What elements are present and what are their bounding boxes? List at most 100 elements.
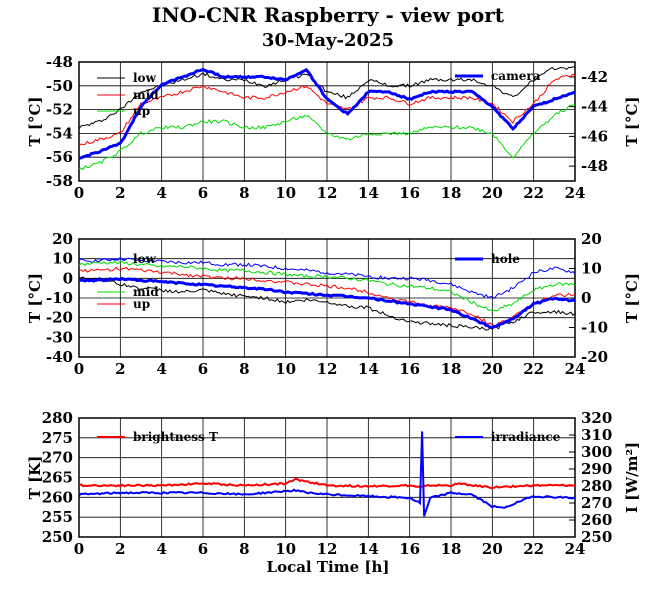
- plot-frame: [78, 61, 576, 182]
- y-tick-label-right: 320: [581, 409, 612, 427]
- y-tick-label-left: -58: [46, 172, 73, 190]
- series-line-up: [78, 104, 576, 171]
- series-line-mid: [78, 260, 576, 312]
- y-tick-label-left: -52: [46, 101, 73, 119]
- y-tick-label-right: 10: [581, 260, 602, 278]
- x-tick-label: 4: [156, 360, 166, 378]
- x-tick-label: 24: [565, 184, 586, 202]
- panel-1: 0 2 4 6 8 10 12 14 16 18 20 22 24-48-50-52-54-56-58-…: [26, 53, 641, 202]
- legend-label: irradiance: [491, 430, 561, 444]
- x-tick-label: 18: [441, 184, 462, 202]
- x-tick-label: 0: [74, 540, 84, 558]
- panels: 0 2 4 6 8 10 12 14 16 18 20 22 24-48-50-52-54-56-58-…: [26, 53, 641, 558]
- x-tick-label: 0: [74, 184, 84, 202]
- y-tick-label-left: 260: [42, 488, 73, 506]
- x-tick-label: 20: [482, 540, 503, 558]
- x-tick-label: 14: [358, 540, 379, 558]
- x-tick-label: 4: [156, 540, 166, 558]
- x-tick-label: 10: [275, 360, 296, 378]
- x-tick-label: 4: [156, 184, 166, 202]
- x-tick-label: 24: [565, 360, 586, 378]
- x-tick-label: 10: [275, 540, 296, 558]
- y-tick-label-left: -10: [46, 289, 73, 307]
- y-tick-label-left: 0: [63, 269, 73, 287]
- y-tick-label-right: 310: [581, 426, 612, 444]
- series-line-mid: [78, 73, 576, 147]
- x-tick-label: 12: [317, 184, 338, 202]
- x-tick-label: 8: [239, 540, 249, 558]
- y-tick-label-right: -10: [581, 319, 608, 337]
- x-tick-label: 8: [239, 184, 249, 202]
- legend-label: camera: [491, 69, 541, 83]
- series-line-brightness-T: [78, 477, 576, 490]
- x-tick-label: 14: [358, 184, 379, 202]
- x-tick-label: 22: [523, 184, 544, 202]
- x-tick-label: 6: [198, 540, 208, 558]
- y-axis-label-left: T [°C]: [26, 273, 44, 323]
- x-tick-label: 22: [523, 360, 544, 378]
- legend-label: low: [133, 252, 157, 266]
- series-line-black: [78, 276, 576, 331]
- y-tick-label-left: 270: [42, 449, 73, 467]
- y-tick-label-right: -20: [581, 348, 608, 366]
- legend-label: up: [133, 297, 150, 311]
- plot-frame: [78, 417, 576, 538]
- legend-label: mid: [133, 88, 159, 102]
- y-tick-label-left: 20: [52, 230, 73, 248]
- y-tick-label-right: 0: [581, 289, 591, 307]
- y-axis-label-right: I [W/m²]: [623, 442, 641, 513]
- series-line-up: [78, 266, 576, 327]
- y-tick-label-left: 10: [52, 250, 73, 268]
- y-tick-label-left: -56: [46, 148, 73, 166]
- x-tick-label: 20: [482, 184, 503, 202]
- y-tick-label-right: 280: [581, 477, 612, 495]
- x-tick-label: 16: [399, 360, 420, 378]
- x-tick-label: 18: [441, 540, 462, 558]
- series-line-camera: [78, 67, 576, 160]
- y-tick-label-left: -54: [46, 124, 73, 142]
- y-axis-label-right: T [°C]: [623, 273, 641, 323]
- y-tick-label-left: 275: [42, 429, 73, 447]
- y-tick-label-left: 250: [42, 528, 73, 546]
- x-tick-label: 8: [239, 360, 249, 378]
- y-axis-label-left: T [K]: [26, 456, 44, 500]
- y-tick-label-left: -50: [46, 77, 73, 95]
- y-tick-label-left: 255: [42, 508, 73, 526]
- y-tick-label-right: 300: [581, 443, 612, 461]
- series-line-low: [78, 256, 576, 300]
- legend-label: brightness T: [133, 430, 218, 444]
- x-tick-label: 22: [523, 540, 544, 558]
- x-tick-label: 2: [115, 360, 125, 378]
- y-tick-label-left: -48: [46, 53, 73, 71]
- x-tick-label: 2: [115, 540, 125, 558]
- y-tick-label-right: 270: [581, 494, 612, 512]
- legend-label: mid: [133, 285, 159, 299]
- y-tick-label-right: -46: [581, 127, 608, 145]
- x-tick-label: 20: [482, 360, 503, 378]
- y-tick-label-right: 250: [581, 528, 612, 546]
- legend-label: low: [133, 71, 157, 85]
- y-axis-label-right: T [°C]: [623, 96, 641, 146]
- panel-3: 0 2 4 6 8 10 12 14 16 18 20 22 242802752702652602552…: [26, 409, 641, 558]
- series-line-hole: [78, 276, 576, 330]
- chart-date: 30-May-2025: [262, 30, 394, 51]
- y-tick-label-right: -42: [581, 68, 608, 86]
- legend-label: up: [133, 104, 150, 118]
- x-tick-label: 6: [198, 360, 208, 378]
- y-tick-label-right: 290: [581, 460, 612, 478]
- x-tick-label: 12: [317, 360, 338, 378]
- x-tick-label: 12: [317, 540, 338, 558]
- x-tick-label: 0: [74, 360, 84, 378]
- series-line-irradiance: [78, 431, 576, 517]
- plot-frame: [78, 238, 576, 358]
- x-tick-label: 24: [565, 540, 586, 558]
- x-axis-label: Local Time [h]: [267, 558, 390, 576]
- x-tick-label: 6: [198, 184, 208, 202]
- x-tick-label: 16: [399, 184, 420, 202]
- x-tick-label: 18: [441, 360, 462, 378]
- y-tick-label-left: 265: [42, 469, 73, 487]
- y-tick-label-right: 260: [581, 511, 612, 529]
- legend-label: hole: [491, 252, 520, 266]
- x-tick-label: 14: [358, 360, 379, 378]
- x-tick-label: 10: [275, 184, 296, 202]
